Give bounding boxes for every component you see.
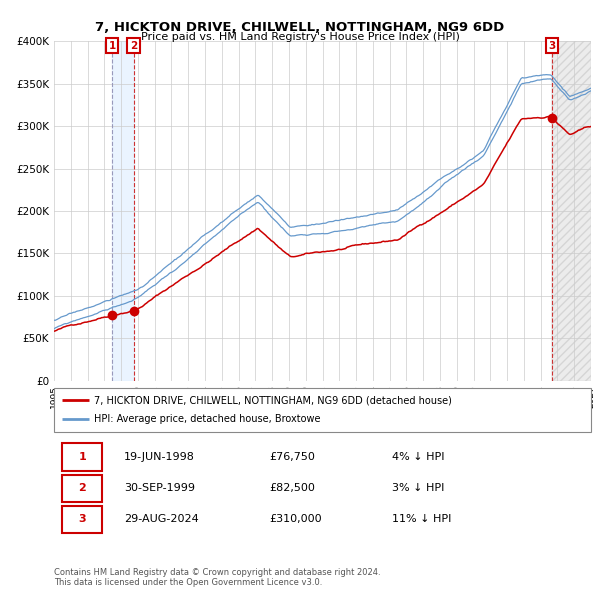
- FancyBboxPatch shape: [62, 444, 103, 471]
- Text: £76,750: £76,750: [269, 452, 314, 462]
- Bar: [112, 41, 134, 381]
- Text: 11% ↓ HPI: 11% ↓ HPI: [392, 514, 452, 525]
- Text: 3: 3: [79, 514, 86, 525]
- Text: 2: 2: [79, 483, 86, 493]
- Text: 29-AUG-2024: 29-AUG-2024: [124, 514, 199, 525]
- Text: £82,500: £82,500: [269, 483, 314, 493]
- Bar: [552, 41, 591, 381]
- Text: HPI: Average price, detached house, Broxtowe: HPI: Average price, detached house, Brox…: [94, 415, 321, 424]
- Bar: [552, 41, 591, 381]
- Text: Contains HM Land Registry data © Crown copyright and database right 2024.
This d: Contains HM Land Registry data © Crown c…: [54, 568, 380, 587]
- Text: 4% ↓ HPI: 4% ↓ HPI: [392, 452, 445, 462]
- Text: Price paid vs. HM Land Registry's House Price Index (HPI): Price paid vs. HM Land Registry's House …: [140, 32, 460, 42]
- Bar: [552, 41, 591, 381]
- Text: 30-SEP-1999: 30-SEP-1999: [124, 483, 195, 493]
- Text: 1: 1: [79, 452, 86, 462]
- Text: 7, HICKTON DRIVE, CHILWELL, NOTTINGHAM, NG9 6DD: 7, HICKTON DRIVE, CHILWELL, NOTTINGHAM, …: [95, 21, 505, 34]
- FancyBboxPatch shape: [62, 474, 103, 502]
- FancyBboxPatch shape: [54, 388, 591, 432]
- Text: 2: 2: [130, 41, 137, 51]
- Text: 3: 3: [548, 41, 556, 51]
- Text: 19-JUN-1998: 19-JUN-1998: [124, 452, 194, 462]
- Text: £310,000: £310,000: [269, 514, 322, 525]
- FancyBboxPatch shape: [62, 506, 103, 533]
- Text: 3% ↓ HPI: 3% ↓ HPI: [392, 483, 445, 493]
- Text: 1: 1: [109, 41, 116, 51]
- Text: 7, HICKTON DRIVE, CHILWELL, NOTTINGHAM, NG9 6DD (detached house): 7, HICKTON DRIVE, CHILWELL, NOTTINGHAM, …: [94, 395, 452, 405]
